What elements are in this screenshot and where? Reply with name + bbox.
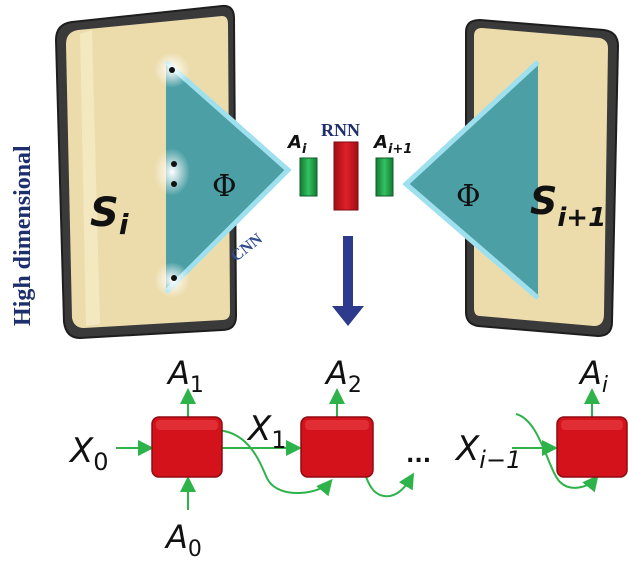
action-left-label: Ai	[286, 132, 307, 157]
chain-output-1: A1	[166, 354, 204, 398]
gate-left	[299, 157, 318, 197]
chain-initial-action: A0	[164, 518, 202, 561]
gate-right	[375, 157, 394, 197]
state-left-label: Si	[90, 190, 129, 241]
action-right-label: Ai+1	[372, 132, 412, 157]
down-arrow	[332, 236, 364, 326]
node-dot	[171, 161, 177, 167]
node-dot	[171, 181, 177, 187]
phi-left-label: Φ	[212, 169, 237, 204]
chain-ellipsis: ...	[406, 443, 431, 468]
chain-input-0: X0	[68, 431, 109, 476]
side-label: High dimensional	[10, 145, 36, 326]
chain-connectors	[116, 388, 600, 510]
chain-cell-3	[556, 416, 628, 478]
chain-output-2: A2	[324, 354, 362, 398]
chain-output-i: Ai	[578, 354, 608, 398]
rnn-block	[333, 141, 359, 211]
node-dot	[169, 67, 175, 73]
chain-cell-1	[151, 416, 223, 478]
chain-cell-2	[300, 416, 374, 478]
left-cnn-encoder	[154, 52, 292, 298]
rnn-label: RNN	[321, 120, 360, 140]
right-cnn-encoder	[402, 60, 540, 300]
node-dot	[171, 275, 177, 281]
state-right-label: Si+1	[530, 179, 606, 233]
chain-input-2: Xi−1	[454, 429, 521, 474]
chain-input-1: X1	[246, 409, 287, 454]
phi-right-label: Φ	[456, 179, 481, 214]
